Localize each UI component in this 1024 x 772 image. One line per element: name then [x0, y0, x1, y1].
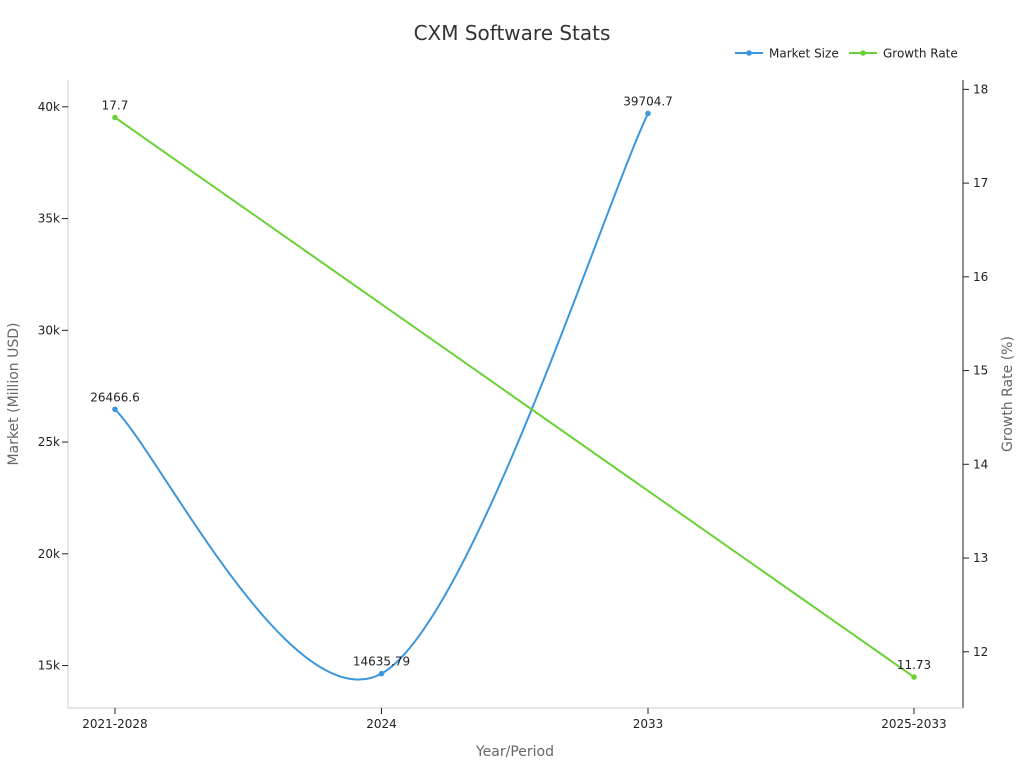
- y2-tick-label: 15: [973, 364, 988, 378]
- legend-market-size-label: Market Size: [769, 47, 839, 61]
- market-size-point: [112, 406, 118, 413]
- market-size-line: [114, 112, 649, 681]
- y2-tick-label: 12: [973, 645, 988, 659]
- x-tick-label: 2021-2028: [82, 717, 147, 731]
- growth-rate-data-label: 17.7: [102, 98, 129, 112]
- growth-rate-point: [911, 674, 917, 680]
- market-size-data-label: 39704.7: [623, 94, 673, 108]
- market-size-point: [645, 110, 651, 117]
- x-tick-label: 2033: [633, 717, 664, 731]
- series-layer: 26466.6 14635.79 39704.7 17.7 11.73: [90, 94, 931, 681]
- y2-tick-label: 13: [973, 551, 988, 565]
- y-tick-label: 30k: [38, 323, 60, 337]
- right-y-axis-ticks: 12 13 14 15 16 17 18: [963, 82, 988, 659]
- y2-tick-label: 14: [973, 457, 988, 471]
- y-tick-label: 25k: [38, 435, 60, 449]
- legend-growth-rate-label: Growth Rate: [883, 47, 958, 61]
- y2-axis-title: Growth Rate (%): [1000, 336, 1016, 452]
- market-size-data-label: 14635.79: [353, 655, 410, 669]
- x-tick-label: 2024: [366, 717, 397, 731]
- growth-rate-point: [112, 114, 118, 121]
- y-tick-label: 35k: [38, 212, 60, 226]
- growth-rate-data-label: 11.73: [897, 658, 931, 672]
- left-y-axis-ticks: 15k 20k 25k 30k 35k 40k: [38, 100, 68, 673]
- market-size-point: [378, 670, 385, 677]
- y2-tick-label: 18: [973, 82, 988, 96]
- y-axis-title: Market (Million USD): [6, 323, 22, 466]
- y2-tick-label: 17: [973, 176, 988, 190]
- y-tick-label: 15k: [38, 659, 60, 673]
- y-tick-label: 20k: [38, 547, 60, 561]
- x-axis-ticks: 2021-2028 2024 2033 2025-2033: [82, 708, 947, 731]
- y-tick-label: 40k: [38, 100, 60, 114]
- legend-growth-rate-marker: [860, 50, 866, 56]
- chart-title: CXM Software Stats: [414, 21, 611, 45]
- growth-rate-line: [114, 116, 915, 678]
- x-tick-label: 2025-2033: [881, 717, 946, 731]
- market-size-data-label: 26466.6: [90, 390, 140, 404]
- legend[interactable]: Market Size Growth Rate: [735, 47, 958, 61]
- y2-tick-label: 16: [973, 270, 988, 284]
- legend-market-size-marker: [746, 50, 752, 56]
- x-axis-title: Year/Period: [475, 744, 554, 760]
